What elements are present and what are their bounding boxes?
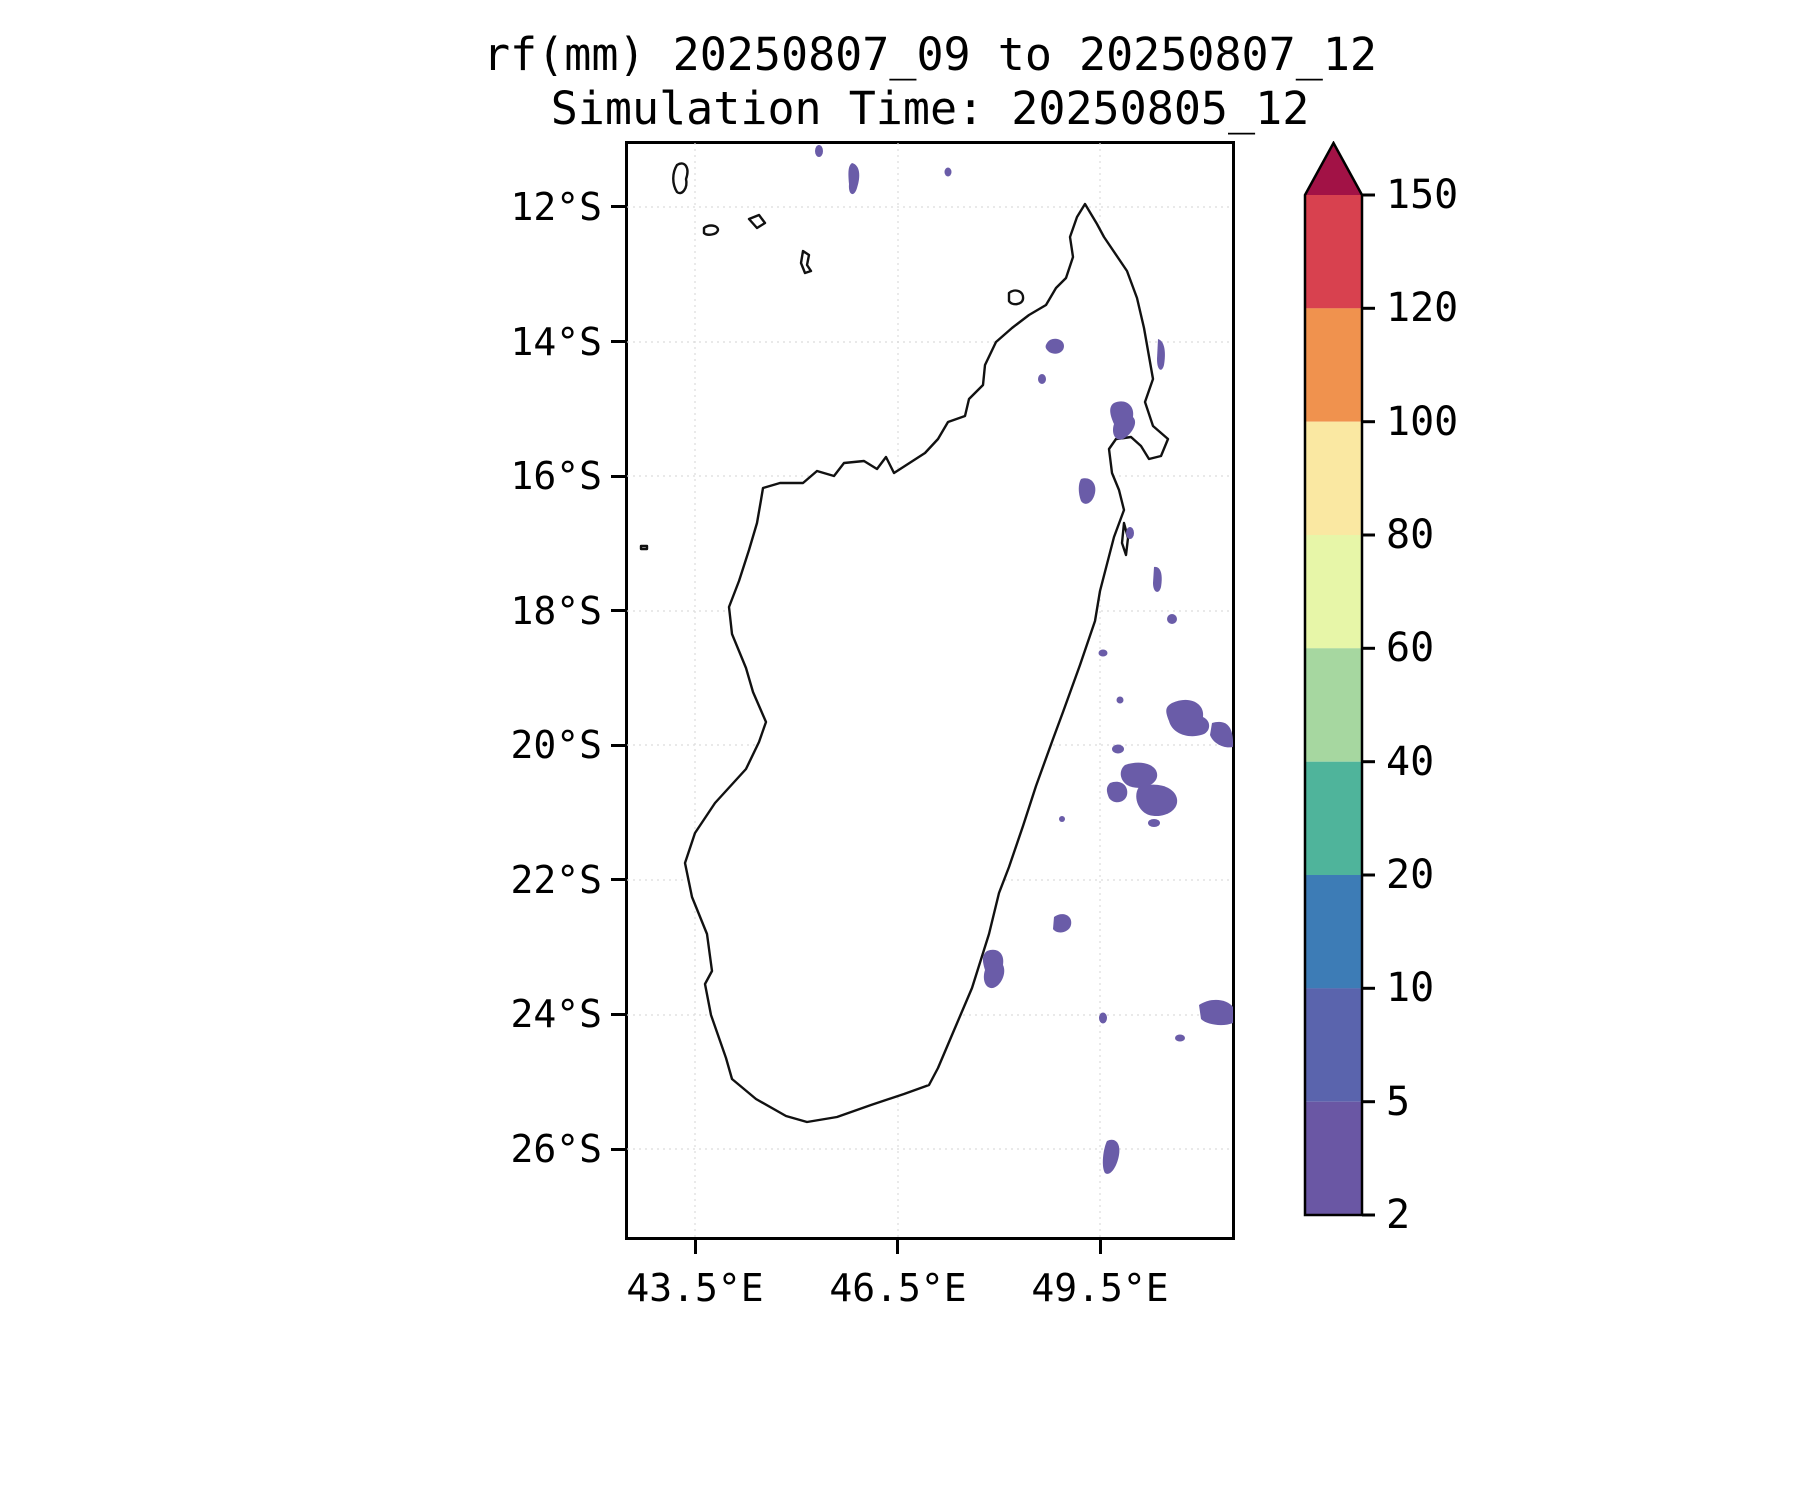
colorbar-seg-120-150 [1305, 195, 1362, 309]
ytick-label-16s: 16°S [510, 454, 602, 498]
colorbar-ticks [1362, 193, 1375, 1217]
ytick-label-22s: 22°S [510, 858, 602, 902]
figure-subtitle: Simulation Time: 20250805_12 [550, 82, 1310, 135]
cbar-label-80: 80 [1386, 512, 1435, 558]
cbar-label-2: 2 [1386, 1192, 1411, 1238]
cbar-label-20: 20 [1386, 852, 1435, 898]
island-mayotte [799, 249, 813, 275]
colorbar-seg-100-120 [1305, 308, 1362, 422]
ytick-20s [611, 744, 625, 747]
ytick-16s [611, 475, 625, 478]
cbar-label-5: 5 [1386, 1079, 1411, 1125]
ytick-14s [611, 340, 625, 343]
xtick-label-43-5e: 43.5°E [626, 1266, 764, 1310]
xtick-43-5e [694, 1240, 697, 1254]
cbar-label-100: 100 [1386, 399, 1459, 445]
colorbar-seg-10-20 [1305, 875, 1362, 989]
cbar-label-120: 120 [1386, 285, 1459, 331]
rainfall-patches [815, 145, 1233, 1174]
colorbar-seg-5-10 [1305, 988, 1362, 1102]
colorbar-seg-80-100 [1305, 421, 1362, 536]
cbar-label-10: 10 [1386, 965, 1435, 1011]
island-moheli [702, 224, 720, 236]
madagascar-coastline [683, 202, 1170, 1124]
colorbar-seg-40-60 [1305, 648, 1362, 762]
ytick-label-12s: 12°S [510, 185, 602, 229]
cbar-label-40: 40 [1386, 739, 1435, 785]
xtick-46-5e [896, 1240, 899, 1254]
island-sainte-marie [1120, 521, 1130, 557]
ytick-26s [611, 1148, 625, 1151]
island-juan-de-nova [639, 544, 649, 551]
xtick-49-5e [1099, 1240, 1102, 1254]
ytick-label-14s: 14°S [510, 320, 602, 364]
island-nosy-be [1007, 289, 1025, 306]
ytick-label-20s: 20°S [510, 723, 602, 767]
ytick-12s [611, 205, 625, 208]
map-axes-frame [625, 141, 1235, 1240]
cbar-label-150: 150 [1386, 172, 1459, 218]
ytick-label-18s: 18°S [510, 589, 602, 633]
colorbar-seg-2-5 [1305, 1101, 1362, 1215]
ytick-label-24s: 24°S [510, 992, 602, 1036]
island-anjouan [747, 213, 767, 230]
ytick-22s [611, 878, 625, 881]
colorbar-seg-20-40 [1305, 761, 1362, 876]
figure-title: rf(mm) 20250807_09 to 20250807_12 [482, 28, 1378, 81]
xtick-label-49-5e: 49.5°E [1031, 1266, 1169, 1310]
colorbar-outline [1303, 141, 1364, 1217]
xtick-label-46-5e: 46.5°E [829, 1266, 967, 1310]
colorbar-seg-60-80 [1305, 535, 1362, 649]
ytick-24s [611, 1013, 625, 1016]
coastlines [639, 162, 1170, 1124]
colorbar [1303, 141, 1375, 1217]
ytick-label-26s: 26°S [510, 1127, 602, 1171]
cbar-label-60: 60 [1386, 625, 1435, 671]
colorbar-over-triangle [1305, 143, 1362, 195]
madagascar-map [627, 143, 1233, 1238]
ytick-18s [611, 609, 625, 612]
island-grande-comore [672, 162, 689, 195]
